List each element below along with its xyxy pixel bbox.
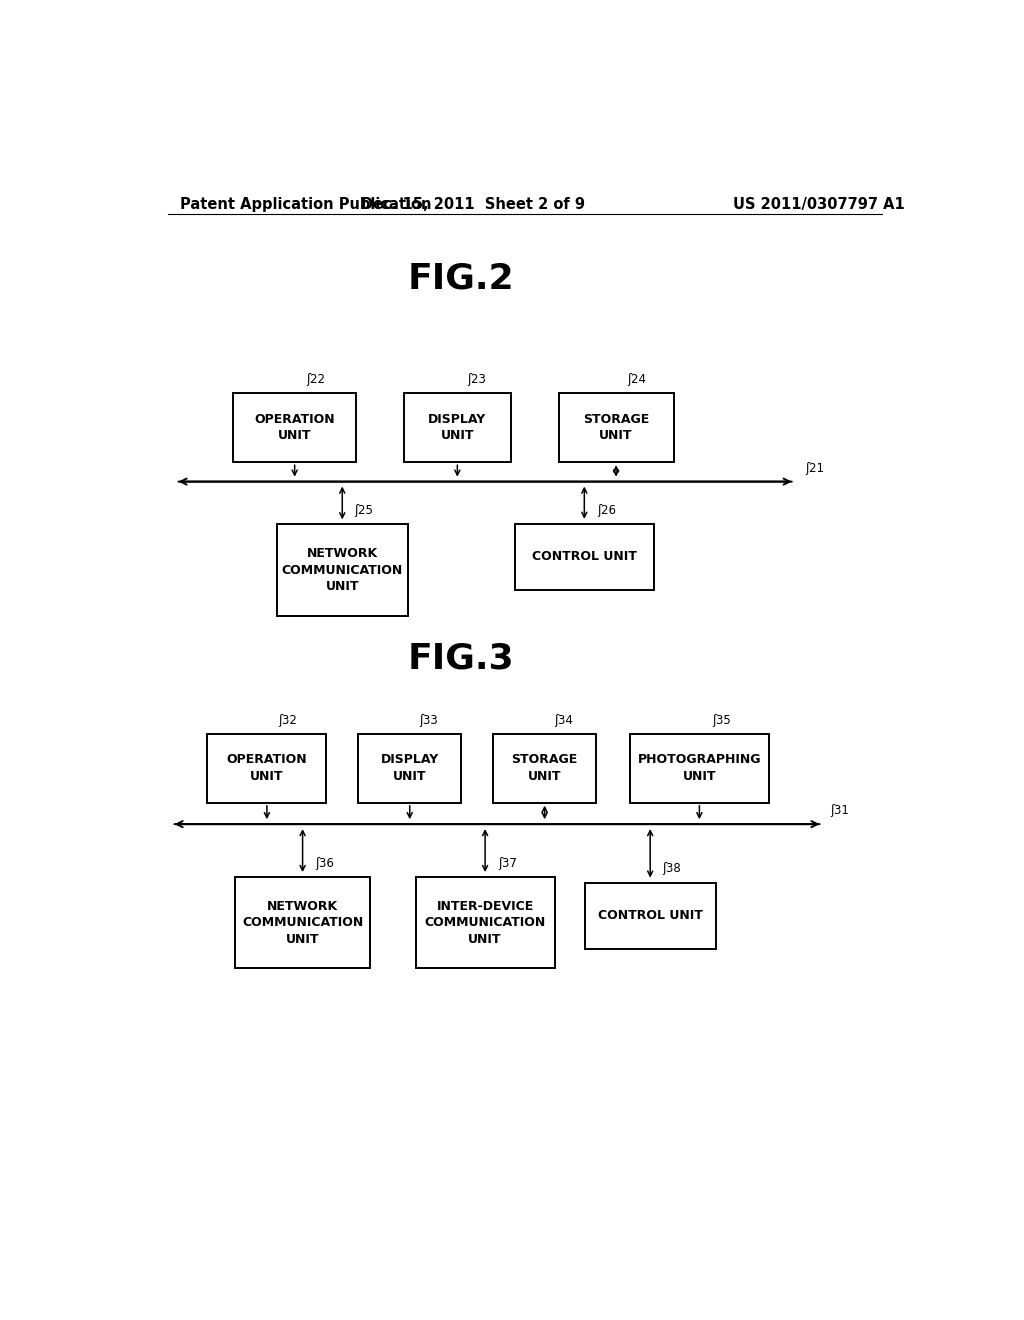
Text: STORAGE
UNIT: STORAGE UNIT bbox=[583, 413, 649, 442]
Text: ʃ33: ʃ33 bbox=[420, 714, 438, 726]
Text: CONTROL UNIT: CONTROL UNIT bbox=[598, 909, 702, 923]
Bar bbox=[585, 883, 716, 949]
Text: FIG.3: FIG.3 bbox=[408, 642, 515, 676]
Text: US 2011/0307797 A1: US 2011/0307797 A1 bbox=[732, 197, 904, 213]
Bar bbox=[403, 393, 511, 462]
Bar bbox=[207, 734, 327, 803]
Bar bbox=[630, 734, 769, 803]
Text: ʃ35: ʃ35 bbox=[712, 714, 731, 726]
Bar bbox=[358, 734, 461, 803]
Text: FIG.2: FIG.2 bbox=[408, 261, 515, 296]
Bar bbox=[494, 734, 596, 803]
Text: DISPLAY
UNIT: DISPLAY UNIT bbox=[428, 413, 486, 442]
Text: CONTROL UNIT: CONTROL UNIT bbox=[531, 550, 637, 564]
Text: Dec. 15, 2011  Sheet 2 of 9: Dec. 15, 2011 Sheet 2 of 9 bbox=[361, 197, 586, 213]
Bar bbox=[233, 393, 356, 462]
Text: ʃ22: ʃ22 bbox=[306, 374, 325, 385]
Text: ʃ21: ʃ21 bbox=[805, 462, 824, 474]
Text: ʃ32: ʃ32 bbox=[278, 714, 297, 726]
Bar bbox=[515, 524, 653, 590]
Text: Patent Application Publication: Patent Application Publication bbox=[179, 197, 431, 213]
Text: OPERATION
UNIT: OPERATION UNIT bbox=[254, 413, 335, 442]
Text: ʃ37: ʃ37 bbox=[498, 857, 517, 870]
Text: ʃ38: ʃ38 bbox=[663, 862, 681, 875]
Bar bbox=[416, 876, 555, 969]
Text: NETWORK
COMMUNICATION
UNIT: NETWORK COMMUNICATION UNIT bbox=[242, 900, 364, 945]
Text: STORAGE
UNIT: STORAGE UNIT bbox=[512, 754, 578, 783]
Text: ʃ24: ʃ24 bbox=[627, 374, 646, 385]
Text: INTER-DEVICE
COMMUNICATION
UNIT: INTER-DEVICE COMMUNICATION UNIT bbox=[425, 900, 546, 945]
Text: ʃ36: ʃ36 bbox=[315, 857, 334, 870]
Text: DISPLAY
UNIT: DISPLAY UNIT bbox=[381, 754, 439, 783]
Text: OPERATION
UNIT: OPERATION UNIT bbox=[226, 754, 307, 783]
Text: ʃ31: ʃ31 bbox=[830, 804, 849, 817]
Text: NETWORK
COMMUNICATION
UNIT: NETWORK COMMUNICATION UNIT bbox=[282, 546, 402, 593]
Text: ʃ25: ʃ25 bbox=[354, 504, 373, 517]
Text: ʃ26: ʃ26 bbox=[597, 504, 616, 516]
Text: PHOTOGRAPHING
UNIT: PHOTOGRAPHING UNIT bbox=[638, 754, 761, 783]
Bar bbox=[558, 393, 674, 462]
Bar bbox=[236, 876, 370, 969]
Text: ʃ34: ʃ34 bbox=[554, 714, 573, 726]
Text: ʃ23: ʃ23 bbox=[468, 374, 486, 385]
Bar bbox=[276, 524, 408, 616]
